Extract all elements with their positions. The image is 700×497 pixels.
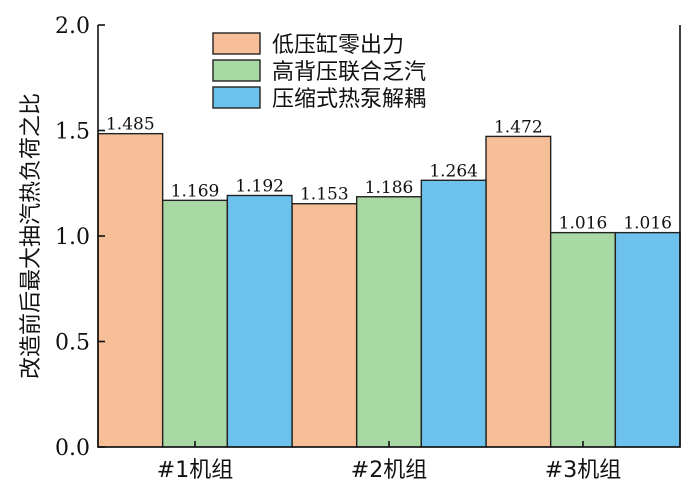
y-tick-label-3: 1.5 bbox=[55, 120, 90, 145]
data-label-1-2: 1.153 bbox=[300, 185, 349, 205]
bar-3-2 bbox=[420, 179, 487, 448]
x-category-label-3: #3机组 bbox=[545, 458, 621, 483]
data-label-1-3: 1.472 bbox=[494, 117, 543, 137]
legend-label-3: 压缩式热泵解耦 bbox=[272, 87, 426, 112]
bar-3-1 bbox=[226, 194, 293, 448]
bar-1-3 bbox=[485, 135, 552, 448]
y-tick-label-0: 0.0 bbox=[55, 436, 90, 461]
x-category-label-2: #2机组 bbox=[351, 458, 427, 483]
axes-layer bbox=[97, 24, 681, 448]
legend-label-1: 低压缸零出力 bbox=[272, 33, 404, 58]
x-category-label-1: #1机组 bbox=[157, 458, 233, 483]
bar-2-3 bbox=[549, 231, 617, 448]
labels-layer: 1.485 1.153 1.472 1.169 1.186 1.016 1.192 1.264… bbox=[55, 14, 672, 483]
legend-swatch-2 bbox=[212, 59, 261, 82]
bar-1-2 bbox=[291, 203, 358, 448]
bar-1-1 bbox=[97, 132, 164, 448]
bar-2-2 bbox=[355, 196, 423, 448]
data-label-1-1: 1.485 bbox=[106, 115, 155, 135]
bar-3-3 bbox=[614, 231, 681, 448]
legend-swatch-1 bbox=[212, 32, 261, 55]
bars-layer bbox=[97, 132, 681, 448]
legend-label-2: 高背压联合乏汽 bbox=[272, 60, 426, 85]
data-label-2-3: 1.016 bbox=[559, 214, 608, 234]
y-tick-label-4: 2.0 bbox=[55, 14, 90, 39]
data-label-2-1: 1.169 bbox=[171, 181, 220, 201]
data-label-2-2: 1.186 bbox=[365, 178, 414, 198]
data-label-3-3: 1.016 bbox=[623, 214, 672, 234]
data-label-3-2: 1.264 bbox=[429, 161, 478, 181]
data-label-3-1: 1.192 bbox=[235, 176, 284, 196]
legend-swatch-3 bbox=[212, 86, 261, 109]
y-tick-label-2: 1.0 bbox=[55, 225, 90, 250]
y-tick-label-1: 0.5 bbox=[55, 331, 90, 356]
y-axis-title: 改造前后最大抽汽热负荷之比 bbox=[19, 93, 44, 379]
bar-2-1 bbox=[161, 199, 229, 448]
